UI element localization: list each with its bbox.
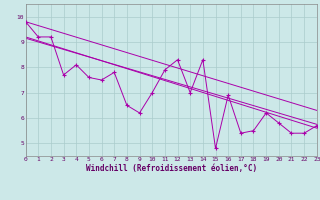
X-axis label: Windchill (Refroidissement éolien,°C): Windchill (Refroidissement éolien,°C)	[86, 164, 257, 173]
